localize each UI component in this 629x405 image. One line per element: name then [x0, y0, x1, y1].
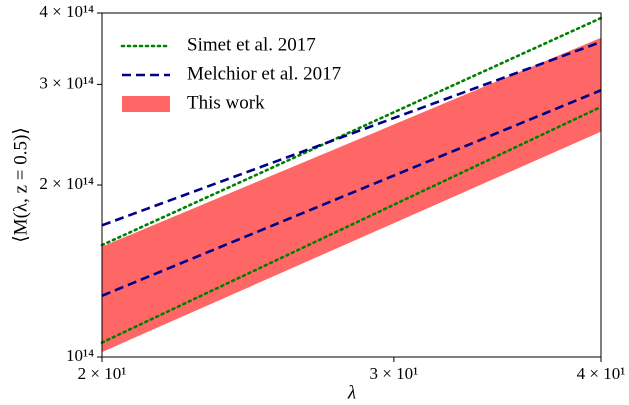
- y-tick-label: 10¹⁴: [66, 346, 94, 365]
- x-tick-label: 4 × 10¹: [577, 364, 626, 383]
- y-axis-label: ⟨M(λ, z = 0.5)⟩: [10, 127, 31, 242]
- line: [101, 89, 602, 297]
- legend-swatch: [122, 96, 170, 112]
- x-tick-label: 3 × 10¹: [370, 364, 419, 383]
- y-tick-label: 2 × 10¹⁴: [39, 174, 94, 193]
- legend-label: This work: [187, 92, 265, 113]
- y-tick-label: 3 × 10¹⁴: [39, 73, 94, 92]
- legend-label: Simet et al. 2017: [187, 34, 316, 55]
- line: [100, 105, 603, 344]
- line: [100, 16, 603, 247]
- line: [101, 40, 602, 227]
- band: [102, 37, 601, 353]
- x-tick-label: 2 × 10¹: [78, 364, 127, 383]
- y-tick-label: 4 × 10¹⁴: [39, 2, 94, 21]
- x-axis-label: λ: [347, 382, 356, 403]
- legend-label: Melchior et al. 2017: [187, 63, 341, 84]
